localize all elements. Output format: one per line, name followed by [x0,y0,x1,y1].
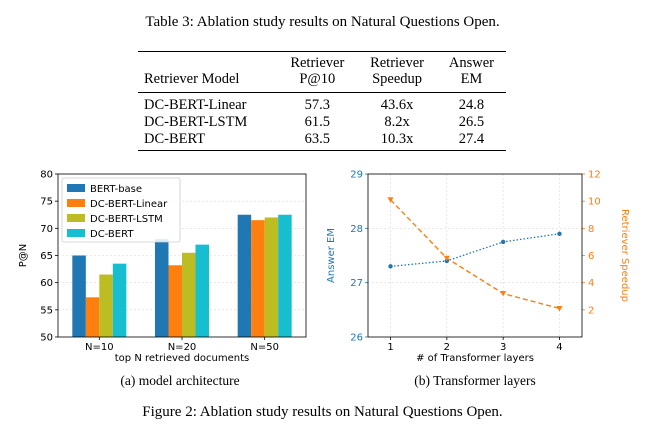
bar-dc-bert-linear [168,265,182,337]
header-answer-em-line2: EM [460,71,483,87]
point-retriever-speedup [500,291,507,297]
bar-dc-bert [195,244,209,337]
y-left-tick-label: 26 [350,333,363,344]
x-tick-label: N=20 [168,342,197,353]
bar-dc-bert-linear [251,220,265,337]
bar-bert-base [237,214,252,337]
legend-label: DC-BERT-Linear [90,199,168,210]
bar-dc-bert-lstm [182,252,196,337]
y-tick-label: 65 [40,251,53,262]
y-tick-label: 75 [40,197,53,208]
legend-swatch [67,214,85,222]
point-answer-em [500,239,506,245]
line-retriever-speedup [390,199,560,310]
y-right-tick-label: 12 [588,170,601,181]
y-left-tick-label: 29 [350,170,363,181]
y-left-axis-label: Answer EM [326,228,337,283]
y-left-tick-label: 27 [350,278,363,289]
y-right-tick-label: 4 [588,278,594,289]
legend-label: DC-BERT [90,229,134,240]
header-retriever-p10: Retriever P@10 [277,52,357,93]
table-row: DC-BERT-Linear 57.3 43.6x 24.8 [138,92,506,115]
plot-frame [367,173,583,338]
point-answer-em [557,231,562,236]
bar-dc-bert-lstm [99,274,113,337]
header-retriever-model: Retriever Model [138,52,277,93]
table-cell: DC-BERT-LSTM [144,114,248,130]
y-tick-label: 55 [40,305,53,316]
table-caption: Table 3: Ablation study results on Natur… [145,14,500,30]
table-row: DC-BERT-LSTM 61.5 8.2x 26.5 [138,114,506,131]
bar-bert-base [72,255,86,337]
x-tick-label: N=50 [250,342,279,353]
bar-dc-bert-linear [85,297,100,337]
header-retriever-speedup: Retriever Speedup [357,52,437,93]
table-cell: 24.8 [458,97,485,113]
y-tick-label: 50 [40,333,53,344]
plot-frame [57,173,307,338]
y-right-tick-label: 6 [588,251,594,262]
table-cell: 8.2x [384,114,410,130]
subcaption-a: (a) model architecture [120,373,240,388]
y-tick-label: 60 [40,278,53,289]
legend-label: DC-BERT-LSTM [90,214,163,225]
table-cell: 57.3 [304,97,330,113]
table-cell: 26.5 [458,114,485,130]
table-cell: 61.5 [304,114,330,130]
header-retriever-speedup-line1: Retriever [370,55,425,71]
table-cell: 63.5 [304,131,330,147]
legend-swatch [67,229,85,237]
y-axis-label: P@N [18,244,29,268]
header-answer-em: Answer EM [437,52,506,93]
legend-swatch [67,184,85,192]
point-retriever-speedup [387,197,394,203]
legend-label: BERT-base [90,184,142,195]
x-tick-label: N=10 [85,342,114,353]
x-tick-label: 2 [444,342,450,353]
table-cell: 43.6x [380,97,414,113]
table-cell: DC-BERT-Linear [144,97,247,113]
legend-swatch [67,199,85,207]
header-retriever-speedup-line2: Speedup [372,71,422,87]
x-axis-label: top N retrieved documents [115,353,250,364]
y-right-tick-label: 10 [588,197,601,208]
y-right-tick-label: 2 [588,305,594,316]
y-right-tick-label: 8 [588,224,594,235]
subcaption-b: (b) Transformer layers [414,373,536,388]
point-retriever-speedup [556,305,563,312]
y-tick-label: 70 [40,224,53,235]
figure-caption: Figure 2: Ablation study results on Natu… [142,404,503,420]
bar-bert-base [155,239,169,337]
legend-box [61,177,181,243]
y-tick-label: 80 [40,170,53,181]
header-retriever-p10-line2: P@10 [299,71,336,87]
header-retriever-model-text: Retriever Model [144,71,240,87]
x-tick-label: 3 [500,342,506,353]
bar-dc-bert-lstm [264,217,279,337]
point-retriever-speedup [443,255,450,262]
bar-dc-bert [278,214,292,337]
header-retriever-p10-line1: Retriever [290,55,345,71]
bar-dc-bert [112,263,127,337]
table-row: DC-BERT 63.5 10.3x 27.4 [138,131,506,151]
x-axis-label: # of Transformer layers [416,353,534,364]
x-tick-label: 4 [556,342,562,353]
line-answer-em [390,233,560,268]
y-left-tick-label: 28 [350,224,363,235]
table-cell: DC-BERT [144,131,206,147]
point-answer-em [388,264,393,269]
table-cell: 27.4 [458,131,485,147]
ablation-table: Retriever Model Retriever P@10 Retriever… [138,51,506,151]
header-answer-em-line1: Answer [448,55,494,71]
table-cell: 10.3x [380,131,414,147]
y-right-axis-label: Retriever Speedup [619,209,630,302]
plot-area [368,174,582,337]
legend: BERT-base DC-BERT-Linear DC-BERT-LSTM DC-BE… [61,177,181,243]
x-tick-label: 1 [387,342,393,353]
